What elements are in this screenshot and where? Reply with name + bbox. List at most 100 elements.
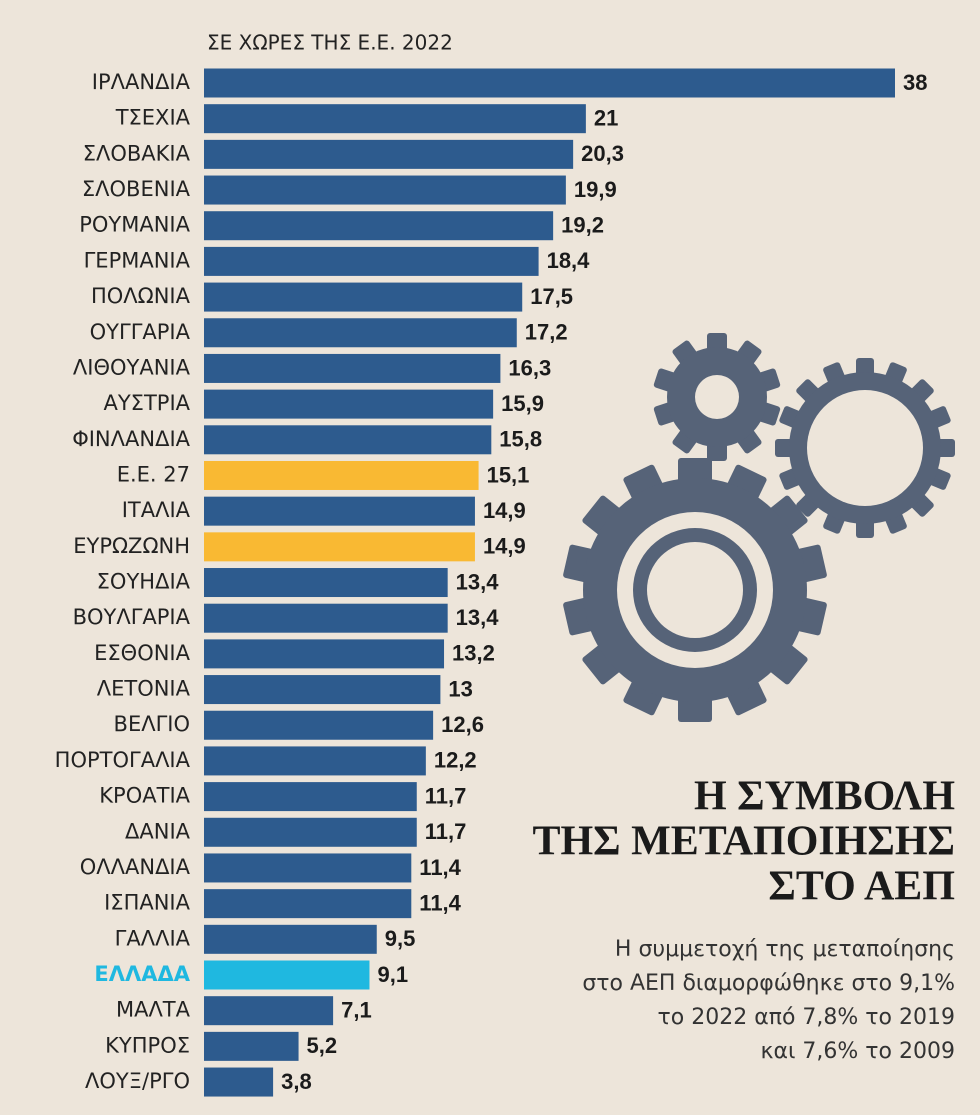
bar bbox=[204, 568, 448, 598]
value-label: 15,9 bbox=[501, 391, 544, 416]
bar bbox=[204, 460, 479, 490]
gears-illustration bbox=[563, 333, 955, 722]
bar bbox=[204, 710, 434, 740]
y-tick-label: ΟΛΛΑΝΔΙΑ bbox=[80, 855, 191, 879]
bar bbox=[204, 853, 412, 883]
bar bbox=[204, 603, 448, 633]
value-label: 16,3 bbox=[508, 355, 551, 380]
value-label: 12,6 bbox=[441, 712, 484, 737]
value-label: 9,1 bbox=[377, 962, 408, 987]
y-tick-label: ΣΟΥΗΔΙΑ bbox=[97, 570, 191, 594]
bar bbox=[204, 532, 475, 562]
y-tick-label: ΚΡΟΑΤΙΑ bbox=[99, 784, 190, 808]
bar bbox=[204, 211, 554, 241]
annotation: στο ΑΕΠ διαμορφώθηκε στο 9,1% bbox=[582, 971, 955, 996]
bar bbox=[204, 924, 377, 954]
y-tick-label: ΡΟΥΜΑΝΙΑ bbox=[79, 213, 190, 237]
y-tick-label: ΟΥΓΓΑΡΙΑ bbox=[90, 320, 191, 344]
y-tick-label: ΤΣΕΧΙΑ bbox=[115, 106, 191, 130]
bar bbox=[204, 817, 417, 847]
bar bbox=[204, 318, 517, 348]
y-tick-label: ΒΕΛΓΙΟ bbox=[114, 712, 190, 736]
y-tick-label: ΚΥΠΡΟΣ bbox=[105, 1033, 190, 1057]
value-label: 21 bbox=[594, 105, 618, 130]
y-tick-label: ΦΙΝΛΑΝΔΙΑ bbox=[72, 427, 190, 451]
chart-title: ΣΤΟ ΑΕΠ bbox=[768, 864, 955, 910]
y-tick-label: ΙΤΑΛΙΑ bbox=[122, 498, 191, 522]
value-label: 19,2 bbox=[561, 213, 604, 238]
bar bbox=[204, 496, 475, 526]
bar bbox=[204, 246, 539, 276]
value-label: 19,9 bbox=[574, 177, 617, 202]
value-label: 3,8 bbox=[281, 1069, 312, 1094]
gear-hole bbox=[647, 542, 743, 638]
value-label: 12,2 bbox=[434, 748, 477, 773]
chart-title: ΤΗΣ ΜΕΤΑΠΟΙΗΣΗΣ bbox=[532, 819, 955, 865]
annotation: το 2022 από 7,8% το 2019 bbox=[658, 1005, 955, 1030]
value-label: 13 bbox=[448, 676, 472, 701]
bar bbox=[204, 104, 586, 134]
y-tick-label: Ε.Ε. 27 bbox=[117, 462, 190, 486]
value-label: 15,8 bbox=[499, 427, 542, 452]
y-tick-label: ΜΑΛΤΑ bbox=[116, 998, 191, 1022]
bar bbox=[204, 746, 426, 776]
value-label: 13,4 bbox=[456, 569, 500, 594]
value-label: 17,2 bbox=[525, 320, 568, 345]
gear-hole bbox=[695, 375, 739, 419]
value-label: 13,4 bbox=[456, 605, 500, 630]
annotation: και 7,6% το 2009 bbox=[761, 1039, 955, 1064]
value-label: 14,9 bbox=[483, 498, 526, 523]
bar bbox=[204, 960, 370, 990]
gear-hole bbox=[807, 390, 923, 506]
bar bbox=[204, 675, 441, 705]
gear-tooth bbox=[582, 644, 622, 685]
value-label: 7,1 bbox=[341, 997, 372, 1022]
bar bbox=[204, 175, 566, 205]
value-label: 11,4 bbox=[419, 890, 461, 915]
y-tick-label: ΕΥΡΩΖΩΝΗ bbox=[73, 534, 190, 558]
y-tick-label: ΒΟΥΛΓΑΡΙΑ bbox=[73, 605, 191, 629]
bar bbox=[204, 353, 501, 383]
bar bbox=[204, 425, 492, 455]
y-tick-label: ΛΟΥΞ/ΡΓΟ bbox=[85, 1069, 190, 1093]
y-tick-label: ΕΛΛΑΔΑ bbox=[94, 962, 190, 986]
gear-tooth bbox=[678, 458, 712, 484]
bar bbox=[204, 996, 334, 1026]
y-tick-label: ΔΑΝΙΑ bbox=[125, 819, 191, 843]
value-label: 11,4 bbox=[419, 855, 461, 880]
value-label: 15,1 bbox=[487, 462, 530, 487]
y-tick-label: ΓΕΡΜΑΝΙΑ bbox=[84, 248, 191, 272]
y-tick-label: ΠΟΡΤΟΓΑΛΙΑ bbox=[55, 748, 191, 772]
bar bbox=[204, 639, 445, 669]
value-label: 18,4 bbox=[547, 248, 591, 273]
value-label: 5,2 bbox=[307, 1033, 338, 1058]
y-tick-label: ΣΛΟΒΕΝΙΑ bbox=[82, 177, 191, 201]
chart-title: Η ΣΥΜΒΟΛΗ bbox=[694, 774, 955, 820]
value-label: 9,5 bbox=[385, 926, 416, 951]
y-tick-label: ΣΛΟΒΑΚΙΑ bbox=[83, 141, 191, 165]
bar bbox=[204, 1031, 299, 1061]
y-tick-label: ΓΑΛΛΙΑ bbox=[115, 926, 191, 950]
gear-tooth bbox=[678, 696, 712, 722]
y-tick-label: ΕΣΘΟΝΙΑ bbox=[94, 641, 190, 665]
bar bbox=[204, 68, 895, 98]
annotation: Η συμμετοχή της μεταποίησης bbox=[615, 937, 955, 962]
y-tick-label: ΙΡΛΑΝΔΙΑ bbox=[92, 70, 191, 94]
bar bbox=[204, 1067, 274, 1097]
bar bbox=[204, 389, 494, 419]
y-tick-label: ΠΟΛΩΝΙΑ bbox=[91, 284, 191, 308]
value-label: 38 bbox=[903, 70, 927, 95]
y-tick-label: ΛΙΘΟΥΑΝΙΑ bbox=[73, 355, 191, 379]
bar bbox=[204, 889, 412, 919]
value-label: 17,5 bbox=[530, 284, 573, 309]
y-tick-label: ΙΣΠΑΝΙΑ bbox=[104, 891, 191, 915]
gear-tooth bbox=[768, 495, 808, 536]
y-tick-label: ΑΥΣΤΡΙΑ bbox=[103, 391, 190, 415]
bar bbox=[204, 139, 574, 169]
gear-tooth bbox=[768, 644, 808, 685]
chart-subtitle: ΣΕ ΧΩΡΕΣ ΤΗΣ Ε.Ε. 2022 bbox=[207, 31, 453, 55]
value-label: 20,3 bbox=[581, 141, 624, 166]
bar bbox=[204, 782, 417, 812]
y-tick-label: ΛΕΤΟΝΙΑ bbox=[97, 677, 191, 701]
